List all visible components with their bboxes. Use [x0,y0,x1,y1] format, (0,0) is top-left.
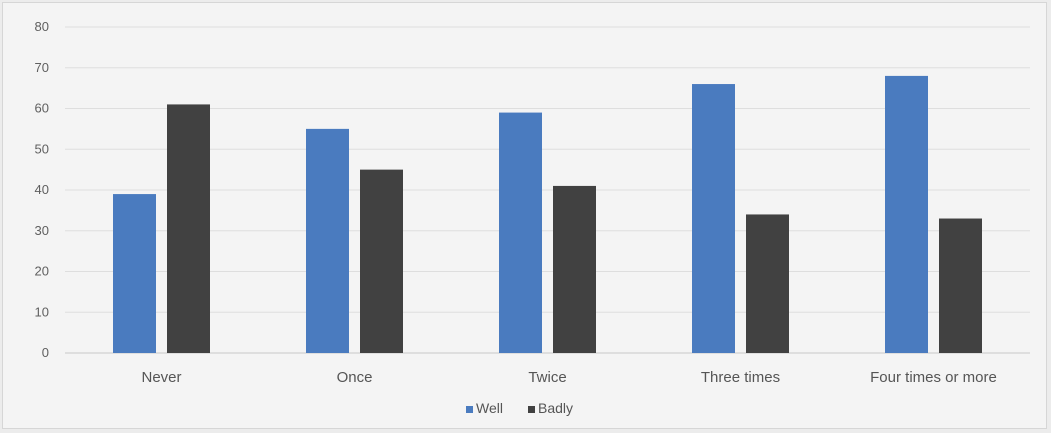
y-axis-ticks: 0 10 20 30 40 50 60 70 80 [35,19,49,360]
y-tick-label: 80 [35,19,49,34]
bar-badly-once [360,169,403,353]
y-tick-label: 60 [35,101,49,116]
bar-badly-three-times [746,214,789,353]
bar-well-once [306,128,349,353]
x-axis-labels: Never Once Twice Three times Four times or m… [141,369,996,386]
legend-swatch [528,406,535,413]
y-tick-label: 50 [35,141,49,156]
bar-well-four-times-or-more [885,75,928,354]
x-category-label: Once [337,369,373,386]
bar-well-three-times [692,84,735,354]
x-category-label: Four times or more [870,369,997,386]
y-tick-label: 30 [35,223,49,238]
bar-well-twice [499,112,542,353]
legend-label: Badly [538,400,573,416]
bar-badly-four-times-or-more [939,218,982,353]
bars [113,75,982,354]
x-category-label: Twice [528,369,566,386]
gridlines [65,26,1030,354]
x-category-label: Three times [701,369,780,386]
bar-badly-never [167,104,210,353]
y-tick-label: 70 [35,60,49,75]
bar-badly-twice [553,185,596,353]
legend-label: Well [476,400,503,416]
y-tick-label: 40 [35,182,49,197]
y-tick-label: 10 [35,304,49,319]
y-tick-label: 20 [35,264,49,279]
legend-swatch [466,406,473,413]
legend: Well Badly [466,400,573,416]
y-tick-label: 0 [42,345,49,360]
bar-well-never [113,194,156,353]
x-category-label: Never [141,369,181,386]
